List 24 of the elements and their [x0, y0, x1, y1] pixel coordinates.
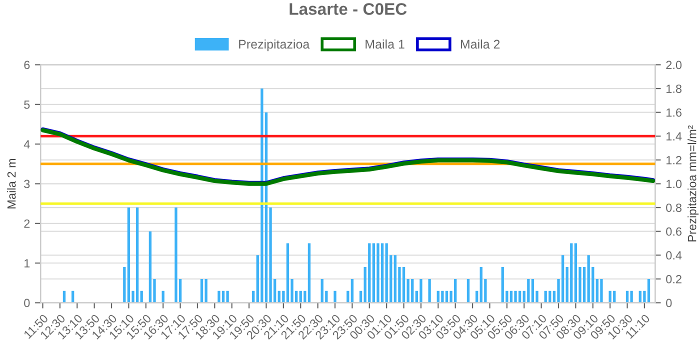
chart-title: Lasarte - C0EC [290, 3, 407, 15]
y-tick-label: 4 [24, 140, 30, 148]
y2-tick-label: 0.2 [666, 274, 682, 284]
y-tick-label: 1 [24, 259, 30, 268]
y2-tick-label: 1.8 [666, 84, 682, 93]
legend-label: Maila 1 [366, 39, 404, 49]
y2-tick-label: 1.2 [666, 156, 682, 164]
y2-tick-label: 0.8 [666, 204, 682, 212]
y2-tick-label: 0 [666, 298, 672, 308]
y2-tick-label: 0.6 [666, 227, 682, 236]
legend-label: Maila 2 [460, 39, 500, 49]
y2-axis-title: Prezipitazioa mm=l/m² [688, 125, 699, 242]
y2-tick-label: 2.0 [666, 60, 682, 70]
y2-tick-label: 1.0 [666, 180, 682, 188]
y-tick-label: 3 [24, 180, 30, 188]
y2-tick-label: 1.4 [666, 132, 682, 140]
y-tick-label: 0 [24, 298, 30, 308]
y-tick-label: 2 [24, 219, 30, 228]
y-tick-label: 6 [24, 60, 30, 70]
y2-tick-label: 0.4 [666, 251, 682, 260]
y-tick-label: 5 [24, 100, 30, 109]
y2-tick-label: 1.6 [666, 108, 682, 117]
legend-label: Prezipitazioa [239, 39, 310, 52]
y-axis-title: Maila 2 m [7, 158, 16, 208]
